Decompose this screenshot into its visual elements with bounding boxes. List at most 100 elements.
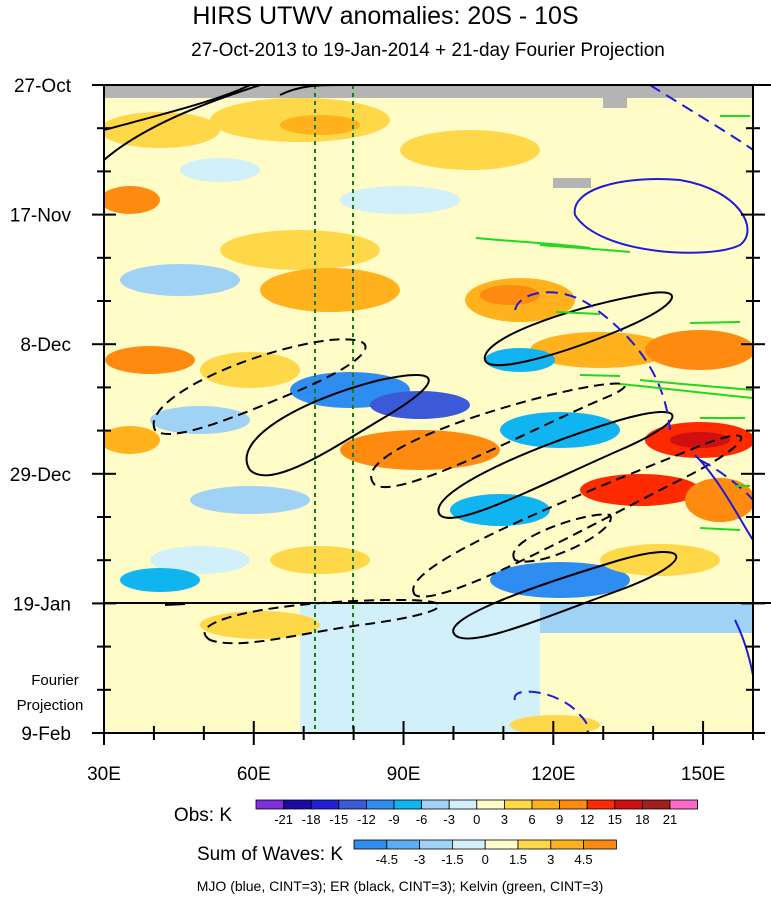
anomaly-blob [600, 544, 720, 576]
anomaly-blob [500, 412, 620, 448]
anomaly-blob [645, 330, 753, 370]
y-tick-label: 17-Nov [10, 206, 72, 227]
projection-label: Fourier [31, 672, 79, 689]
x-tick-label: 60E [237, 764, 271, 785]
obs-colorbar-swatch [531, 799, 561, 810]
chart-title: HIRS UTWV anomalies: 20S - 10S [192, 2, 579, 30]
obs-colorbar-tick-label: -9 [388, 812, 400, 827]
obs-colorbar-swatch [614, 799, 643, 810]
obs-colorbar-tick-label: 0 [473, 812, 480, 827]
anomaly-blob [270, 546, 370, 574]
projection-shading [510, 715, 600, 733]
er-contour [104, 85, 261, 161]
waves-colorbar-tick-label: -4.5 [376, 852, 398, 867]
obs-colorbar-swatch [421, 799, 450, 810]
waves-colorbar-tick-label: 3 [547, 852, 554, 867]
obs-colorbar-tick-label: 6 [528, 812, 535, 827]
x-tick-label: 90E [387, 764, 421, 785]
anomaly-blob [340, 186, 460, 214]
anomaly-blob [104, 426, 160, 454]
anomaly-blob [490, 562, 630, 598]
anomaly-blob [340, 430, 500, 470]
anomaly-blob [530, 332, 670, 368]
anomaly-blob [180, 158, 260, 182]
anomaly-blob [120, 568, 200, 592]
obs-colorbar-tick-label: 21 [663, 812, 677, 827]
anomaly-blob [190, 486, 310, 514]
mjo-contour [699, 459, 753, 501]
kelvin-contour [699, 527, 741, 531]
waves-colorbar-swatch [517, 839, 552, 850]
anomaly-blob [670, 432, 730, 448]
waves-colorbar-swatch [353, 839, 388, 850]
mjo-contour [513, 690, 590, 733]
obs-colorbar-tick-label: -15 [329, 812, 348, 827]
chart-subtitle: 27-Oct-2013 to 19-Jan-2014 + 21-day Four… [191, 40, 665, 61]
obs-colorbar-tick-label: -3 [443, 812, 455, 827]
y-tick-label: 27-Oct [14, 76, 72, 97]
anomaly-blob [400, 130, 540, 170]
missing-data [553, 178, 591, 188]
kelvin-contour [475, 237, 591, 249]
x-tick-label: 30E [87, 764, 121, 785]
mjo-contour [514, 291, 671, 431]
waves-colorbar-swatch [484, 839, 519, 850]
obs-colorbar-tick-label: -21 [274, 812, 293, 827]
projection-label: Projection [17, 697, 84, 714]
anomaly-blob [150, 406, 250, 434]
anomaly-blob [104, 112, 220, 148]
wave-legend-footer: MJO (blue, CINT=3); ER (black, CINT=3); … [197, 878, 604, 894]
obs-colorbar-swatch [365, 799, 395, 810]
anomaly-field [104, 85, 753, 733]
obs-colorbar-tick-label: 3 [501, 812, 508, 827]
waves-colorbar-swatch [550, 839, 584, 850]
er-contour [164, 603, 186, 606]
waves-colorbar-swatch [419, 839, 453, 850]
er-contour [104, 85, 251, 131]
waves-colorbar-tick-label: 4.5 [575, 852, 593, 867]
anomaly-blob [200, 352, 300, 388]
er-contour [370, 382, 626, 488]
x-tick-label: 120E [531, 764, 575, 785]
projection-shading [540, 603, 753, 633]
kelvin-contour [579, 374, 621, 377]
kelvin-contour [555, 311, 601, 315]
obs-colorbar-swatch [503, 799, 533, 810]
er-contour [245, 373, 430, 477]
er-contour [412, 434, 743, 598]
kelvin-contour [619, 383, 753, 399]
kelvin-contour [539, 244, 631, 253]
mjo-contour [573, 178, 749, 254]
anomaly-blob [280, 115, 360, 135]
anomaly-blob [480, 285, 540, 305]
waves-colorbar-swatch [386, 839, 420, 850]
kelvin-contour [639, 379, 753, 391]
anomaly-blob [220, 230, 380, 270]
anomaly-blob [260, 268, 400, 312]
waves-colorbar-swatch [451, 839, 486, 850]
obs-colorbar-swatch [476, 799, 505, 810]
obs-colorbar-swatch [559, 799, 588, 810]
obs-colorbar-tick-label: -6 [416, 812, 428, 827]
kelvin-contour [689, 321, 741, 324]
obs-colorbar-swatch [669, 799, 699, 810]
x-tick-label: 150E [681, 764, 725, 785]
anomaly-blob [105, 346, 195, 374]
anomaly-blob [120, 264, 240, 296]
er-contour [437, 411, 674, 519]
waves-colorbar-tick-label: 0 [482, 852, 489, 867]
obs-colorbar-swatch [338, 799, 367, 810]
waves-colorbar-tick-label: 1.5 [509, 852, 527, 867]
mjo-contour [649, 85, 753, 151]
obs-colorbar-tick-label: 15 [608, 812, 622, 827]
obs-colorbar-tick-label: 9 [556, 812, 563, 827]
anomaly-blob [104, 186, 160, 214]
mjo-contour [694, 454, 753, 541]
projection-shading [300, 603, 540, 733]
obs-colorbar-swatch [255, 799, 285, 810]
obs-colorbar-swatch [448, 799, 478, 810]
obs-colorbar-swatch [393, 799, 423, 810]
y-tick-label: 19-Jan [13, 594, 71, 615]
waves-colorbar-tick-label: -3 [414, 852, 426, 867]
